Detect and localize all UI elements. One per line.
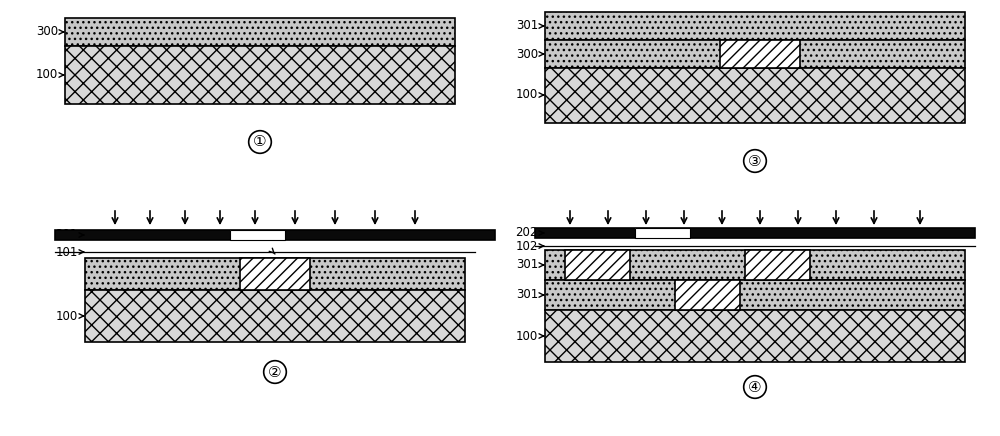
Text: ④: ④ [748, 379, 762, 395]
Bar [65, 46, 455, 104]
Text: 301: 301 [516, 259, 538, 272]
Text: 101: 101 [56, 245, 78, 259]
Bar [545, 12, 965, 40]
Bar [85, 290, 465, 342]
Text: 100: 100 [36, 68, 58, 82]
Text: 201: 201 [56, 228, 78, 242]
Bar [635, 228, 690, 238]
Bar [65, 18, 455, 46]
Text: 202: 202 [516, 226, 538, 239]
Bar [545, 40, 965, 68]
Bar [545, 68, 965, 123]
Bar [545, 250, 965, 280]
Bar [55, 230, 495, 240]
Bar [230, 230, 285, 240]
Bar [635, 228, 690, 238]
Bar [535, 228, 975, 238]
Text: 100: 100 [516, 330, 538, 343]
Bar [85, 258, 465, 290]
Bar [745, 250, 810, 280]
Bar [720, 40, 800, 68]
Text: ②: ② [268, 364, 282, 379]
Bar [545, 280, 965, 310]
Text: 300: 300 [516, 48, 538, 61]
Text: 100: 100 [516, 89, 538, 102]
Bar [675, 280, 740, 310]
Text: 301: 301 [516, 20, 538, 33]
Text: ①: ① [253, 134, 267, 150]
Text: 100: 100 [56, 310, 78, 323]
Bar [240, 258, 310, 290]
Bar [230, 230, 285, 240]
Text: 300: 300 [36, 25, 58, 38]
Text: 102: 102 [516, 239, 538, 252]
Text: 301: 301 [516, 289, 538, 302]
Text: ③: ③ [748, 153, 762, 168]
Bar [545, 310, 965, 362]
Bar [565, 250, 630, 280]
